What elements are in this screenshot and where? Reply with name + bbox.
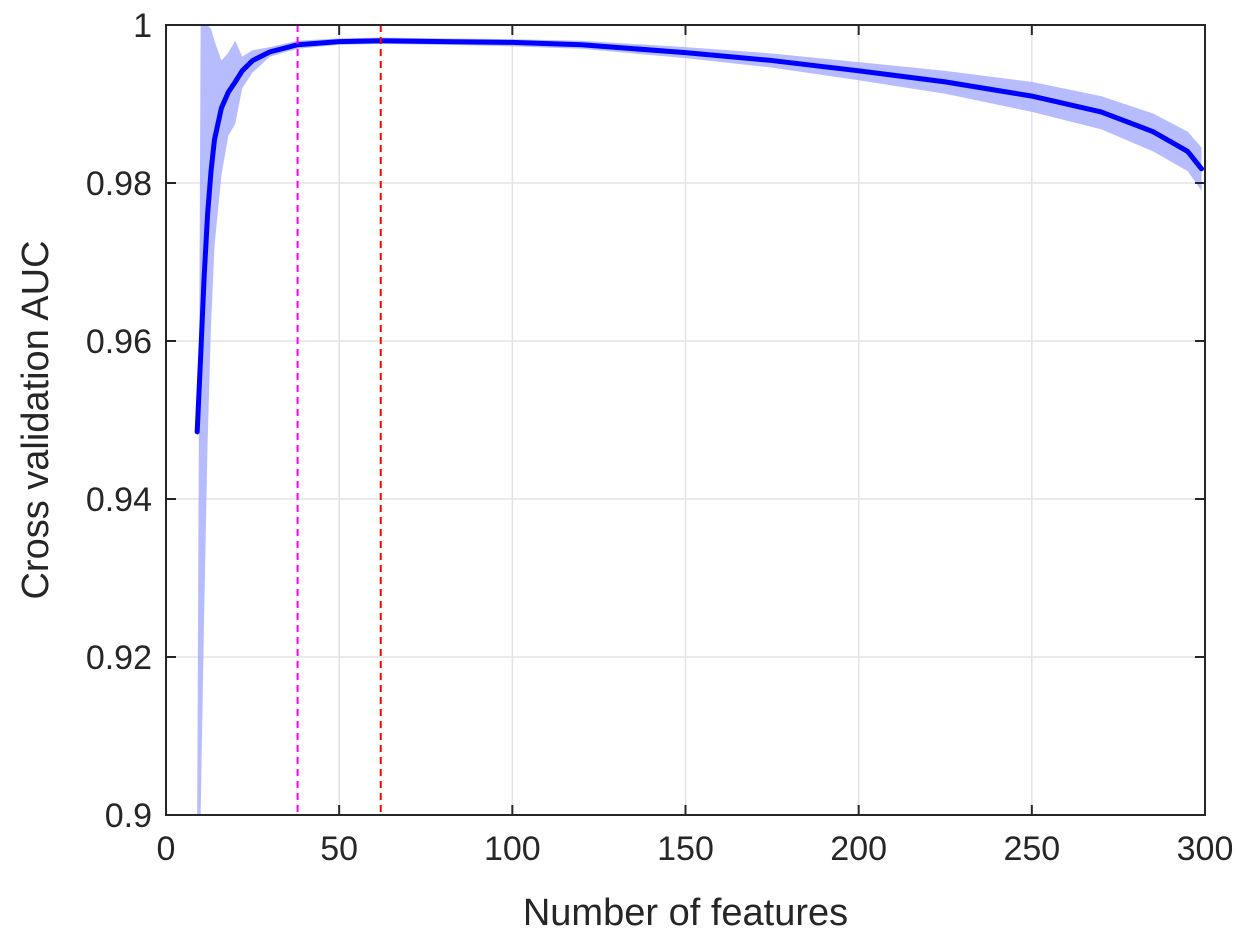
x-tick-label: 150 bbox=[657, 830, 714, 868]
x-tick-label: 100 bbox=[484, 830, 541, 868]
y-tick-label: 0.98 bbox=[86, 165, 152, 203]
x-tick-label: 50 bbox=[320, 830, 358, 868]
y-axis-ticks: 0.9 0.92 0.94 0.96 0.98 1 bbox=[86, 7, 1205, 835]
x-tick-label: 250 bbox=[1003, 830, 1060, 868]
x-tick-label: 0 bbox=[157, 830, 176, 868]
x-tick-label: 200 bbox=[830, 830, 887, 868]
y-axis-label: Cross validation AUC bbox=[15, 240, 57, 599]
x-axis-ticks: 0 50 100 150 200 250 300 bbox=[157, 25, 1234, 868]
series-group bbox=[194, 38, 1205, 435]
mean-auc-line bbox=[194, 38, 1205, 435]
x-axis-label: Number of features bbox=[523, 892, 848, 934]
y-tick-label: 0.92 bbox=[86, 639, 152, 677]
y-tick-label: 0.94 bbox=[86, 481, 152, 519]
y-tick-label: 1 bbox=[133, 7, 152, 45]
confidence-band bbox=[197, 25, 1202, 815]
y-tick-label: 0.96 bbox=[86, 323, 152, 361]
confidence-band-group bbox=[197, 25, 1202, 815]
x-tick-label: 300 bbox=[1177, 830, 1234, 868]
y-tick-label: 0.9 bbox=[105, 797, 152, 835]
